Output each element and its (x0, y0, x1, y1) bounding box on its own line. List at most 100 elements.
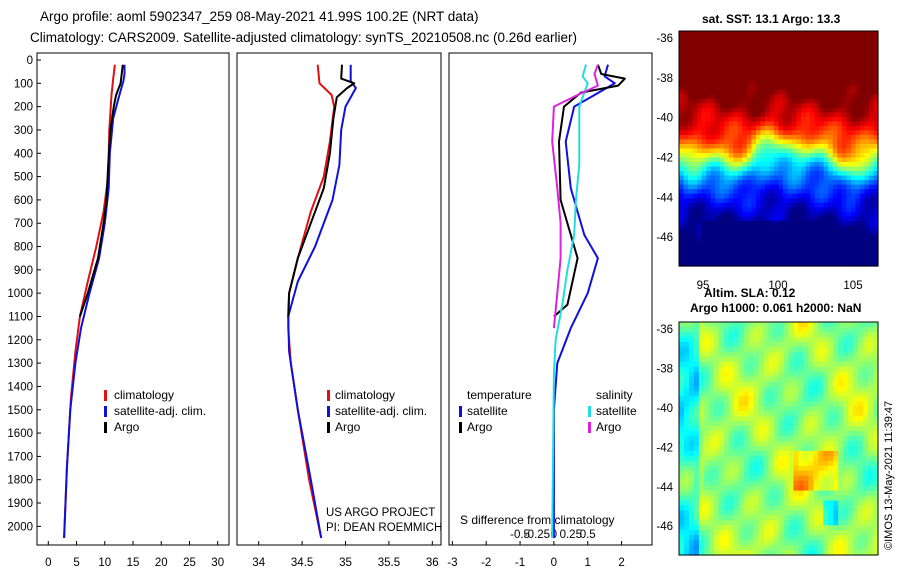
heatmap-cell (773, 175, 780, 181)
heatmap-cell (703, 495, 710, 502)
heatmap-cell (793, 540, 799, 546)
heatmap-cell (833, 411, 839, 417)
heatmap-cell (724, 256, 730, 263)
heatmap-cell (798, 351, 804, 358)
heatmap-cell (813, 475, 819, 482)
heatmap-cell (679, 44, 685, 50)
heatmap-cell (708, 445, 715, 452)
heatmap-cell (801, 134, 807, 141)
heatmap-cell (738, 505, 745, 511)
heatmap-cell (801, 130, 807, 136)
heatmap-cell (841, 189, 847, 195)
heatmap-cell (769, 62, 775, 68)
heatmap-cell (805, 198, 811, 204)
heatmap-cell (763, 366, 770, 373)
heatmap-cell (769, 175, 775, 181)
heatmap-cell (719, 71, 725, 77)
heatmap-cell (706, 189, 712, 195)
heatmap-cell (764, 134, 771, 141)
heatmap-cell (823, 67, 829, 73)
heatmap-cell (846, 139, 852, 145)
heatmap-cell (848, 450, 854, 457)
heatmap-cell (737, 143, 743, 150)
heatmap-cell (819, 189, 825, 195)
heatmap-cell (746, 220, 752, 226)
heatmap-cell (778, 103, 784, 109)
legend-label-temp-satellite: satellite (467, 404, 508, 418)
heatmap-cell (724, 225, 730, 231)
heatmap-cell (848, 510, 854, 516)
heatmap-cell (793, 386, 799, 393)
heatmap-cell (773, 426, 780, 432)
heatmap-cell (733, 256, 739, 263)
heatmap-cell (743, 322, 750, 328)
heatmap-cell (715, 234, 721, 240)
heatmap-cell (737, 148, 743, 154)
heatmap-cell (773, 211, 780, 217)
heatmap-cell (719, 175, 725, 181)
heatmap-cell (838, 470, 844, 477)
heatmap-cell (688, 520, 695, 526)
heatmap-cell (737, 225, 743, 231)
heatmap-cell (768, 440, 775, 447)
heatmap-cell (769, 261, 775, 267)
heatmap-cell (708, 465, 715, 472)
heatmap-cell (859, 171, 866, 177)
heatmap-cell (710, 107, 716, 113)
heatmap-cell (828, 207, 834, 213)
heatmap-cell (808, 411, 814, 417)
heatmap-cell (733, 361, 740, 368)
heatmap-cell (688, 391, 695, 397)
heatmap-cell (843, 331, 849, 338)
heatmap-cell (706, 85, 712, 91)
heatmap-cell (828, 153, 834, 159)
heatmap-cell (706, 256, 712, 263)
heatmap-cell (853, 485, 859, 492)
heatmap-cell (796, 202, 802, 208)
heatmap-cell (724, 85, 730, 91)
heatmap-cell (796, 189, 802, 195)
heatmap-cell (708, 376, 715, 383)
heatmap-cell (728, 341, 735, 348)
heatmap-cell (798, 361, 804, 368)
heatmap-cell (778, 189, 784, 195)
heatmap-cell (853, 336, 859, 343)
heatmap-cell (728, 89, 734, 95)
heatmap-cell (719, 184, 725, 190)
heatmap-cell (828, 500, 834, 507)
heatmap-cell (798, 475, 804, 482)
heatmap-cell (863, 455, 869, 462)
heatmap-cell (813, 322, 819, 328)
heatmap-cell (778, 162, 784, 168)
heatmap-cell (751, 62, 757, 68)
heatmap-cell (787, 31, 793, 37)
heatmap-cell (692, 35, 698, 41)
heatmap-cell (763, 386, 770, 393)
heatmap-cell (773, 256, 780, 263)
heatmap-cell (760, 193, 766, 199)
heatmap-cell (828, 376, 834, 383)
heatmap-cell (810, 184, 816, 190)
heatmap-cell (793, 371, 799, 378)
heatmap-cell (733, 143, 739, 150)
heatmap-cell (683, 112, 689, 118)
heatmap-cell (803, 520, 809, 526)
heatmap-cell (778, 406, 785, 412)
heatmap-cell (719, 139, 725, 145)
heatmap-cell (841, 62, 847, 68)
heatmap-cell (703, 440, 710, 447)
heatmap-cell (868, 207, 875, 213)
heatmap-cell (724, 216, 730, 222)
heatmap-cell (703, 426, 710, 432)
heatmap-cell (819, 180, 825, 186)
heatmap-cell (859, 125, 866, 132)
heatmap-cell (679, 130, 685, 136)
heatmap-cell (683, 53, 689, 59)
heatmap-cell (818, 505, 824, 511)
heatmap-cell (738, 426, 745, 432)
heatmap-cell (679, 171, 685, 177)
heatmap-cell (833, 545, 839, 551)
heatmap-cell (742, 180, 748, 186)
heatmap-cell (837, 193, 843, 199)
heatmap-cell (832, 80, 838, 86)
